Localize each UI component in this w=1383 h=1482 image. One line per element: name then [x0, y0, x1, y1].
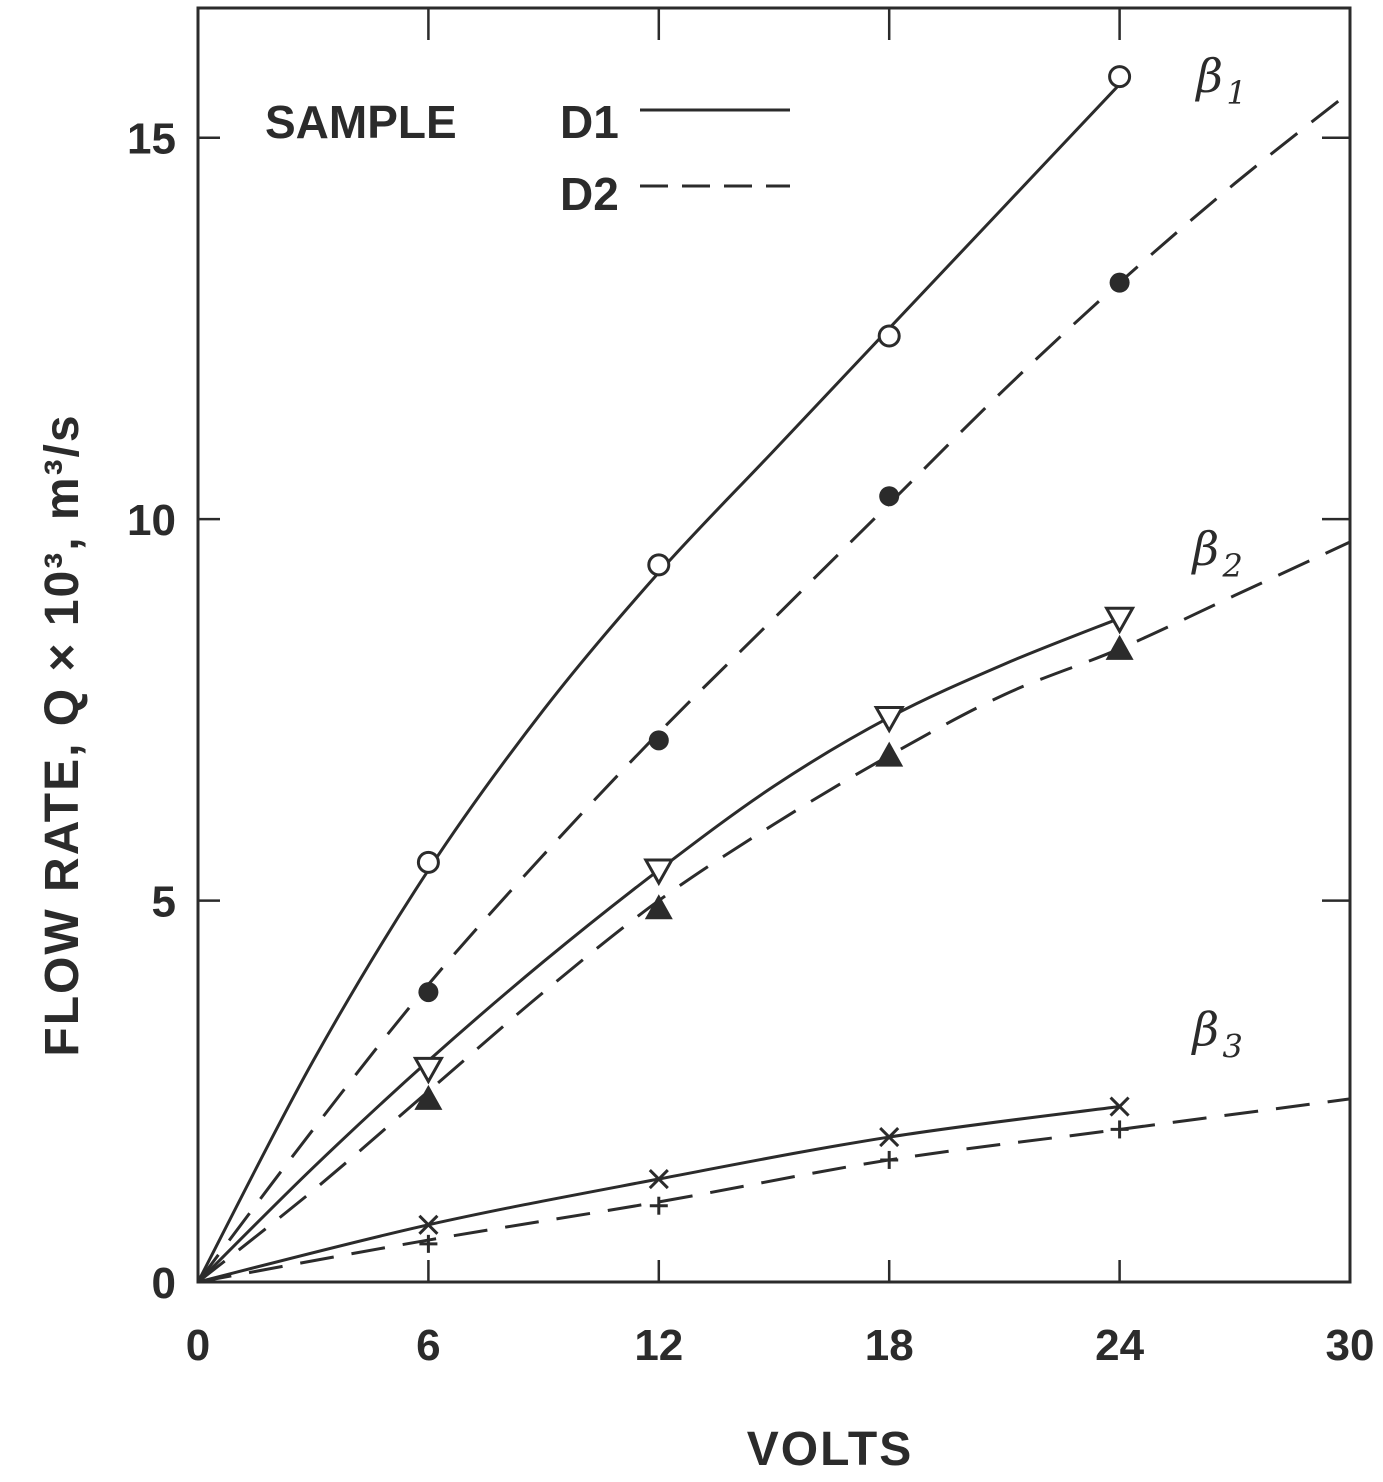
series-line-2-d1 [196, 616, 1121, 1284]
marker-2-18 [873, 705, 905, 734]
marker-4-18-b [879, 1126, 900, 1148]
marker-5-12 [649, 1196, 668, 1215]
y-tick-label-0: 0 [152, 1259, 176, 1308]
x-tick-label-0: 0 [186, 1321, 210, 1370]
series-label-sub-1: 1 [1226, 74, 1246, 112]
y-tick-label-5: 5 [152, 878, 176, 927]
marker-4-6-b [418, 1214, 439, 1235]
axis-ticks [198, 8, 1350, 1282]
legend-label-d2: D2 [560, 168, 619, 220]
y-tick-label-15: 15 [127, 115, 176, 164]
plot-area-border [196, 6, 1352, 1284]
marker-1-6 [418, 982, 439, 1003]
series-label-sub-2: 2 [1222, 547, 1243, 585]
series-label-beta-2: β [1191, 522, 1220, 576]
series-curves [196, 83, 1351, 1284]
marker-1-24 [1109, 272, 1130, 293]
y-axis-title: FLOW RATE, Q × 10³, m³/s [36, 413, 89, 1056]
marker-2-6 [412, 1056, 444, 1085]
marker-1-12 [648, 730, 669, 751]
series-line-5-d2 [197, 1097, 1351, 1284]
legend-label-d1: D1 [560, 96, 619, 148]
series-label-beta-1: β [1194, 49, 1223, 103]
marker-4-18 [879, 1126, 900, 1148]
series-label-sub-3: 3 [1223, 1028, 1243, 1066]
x-tick-label-18: 18 [865, 1321, 914, 1370]
marker-4-12 [648, 1168, 669, 1190]
y-tick-label-10: 10 [127, 496, 176, 545]
marker-0-18 [877, 324, 901, 348]
x-tick-label-30: 30 [1326, 1321, 1375, 1370]
marker-4-12-b [648, 1168, 669, 1190]
marker-0-24 [1108, 65, 1132, 89]
series-line-3-d2 [197, 540, 1351, 1284]
data-markers [412, 65, 1136, 1253]
marker-4-6 [418, 1214, 439, 1235]
marker-5-6 [419, 1234, 438, 1253]
legend-title: SAMPLE [265, 96, 457, 148]
marker-2-24 [1104, 606, 1136, 635]
series-label-beta-3: β [1191, 1003, 1220, 1057]
marker-4-24 [1109, 1096, 1130, 1117]
x-axis-title: VOLTS [747, 1423, 913, 1476]
marker-5-24 [1110, 1120, 1129, 1139]
series-line-4-d1 [197, 1105, 1120, 1284]
marker-0-6 [416, 850, 440, 874]
series-line-0-d1 [196, 83, 1121, 1283]
plot-frame [196, 6, 1352, 1284]
marker-4-24-b [1109, 1096, 1130, 1117]
legend: SAMPLE D1 D2 [265, 96, 790, 220]
x-tick-label-12: 12 [634, 1321, 683, 1370]
marker-2-12 [643, 858, 675, 887]
marker-3-18 [875, 741, 904, 767]
x-tick-label-24: 24 [1095, 1321, 1144, 1370]
series-line-1-d2 [196, 90, 1351, 1283]
marker-1-18 [879, 486, 900, 507]
x-tick-label-6: 6 [416, 1321, 440, 1370]
marker-0-12 [647, 553, 671, 577]
marker-5-18 [880, 1150, 899, 1169]
marker-3-12 [644, 894, 673, 920]
marker-3-24 [1105, 634, 1134, 660]
marker-3-6 [414, 1084, 443, 1110]
